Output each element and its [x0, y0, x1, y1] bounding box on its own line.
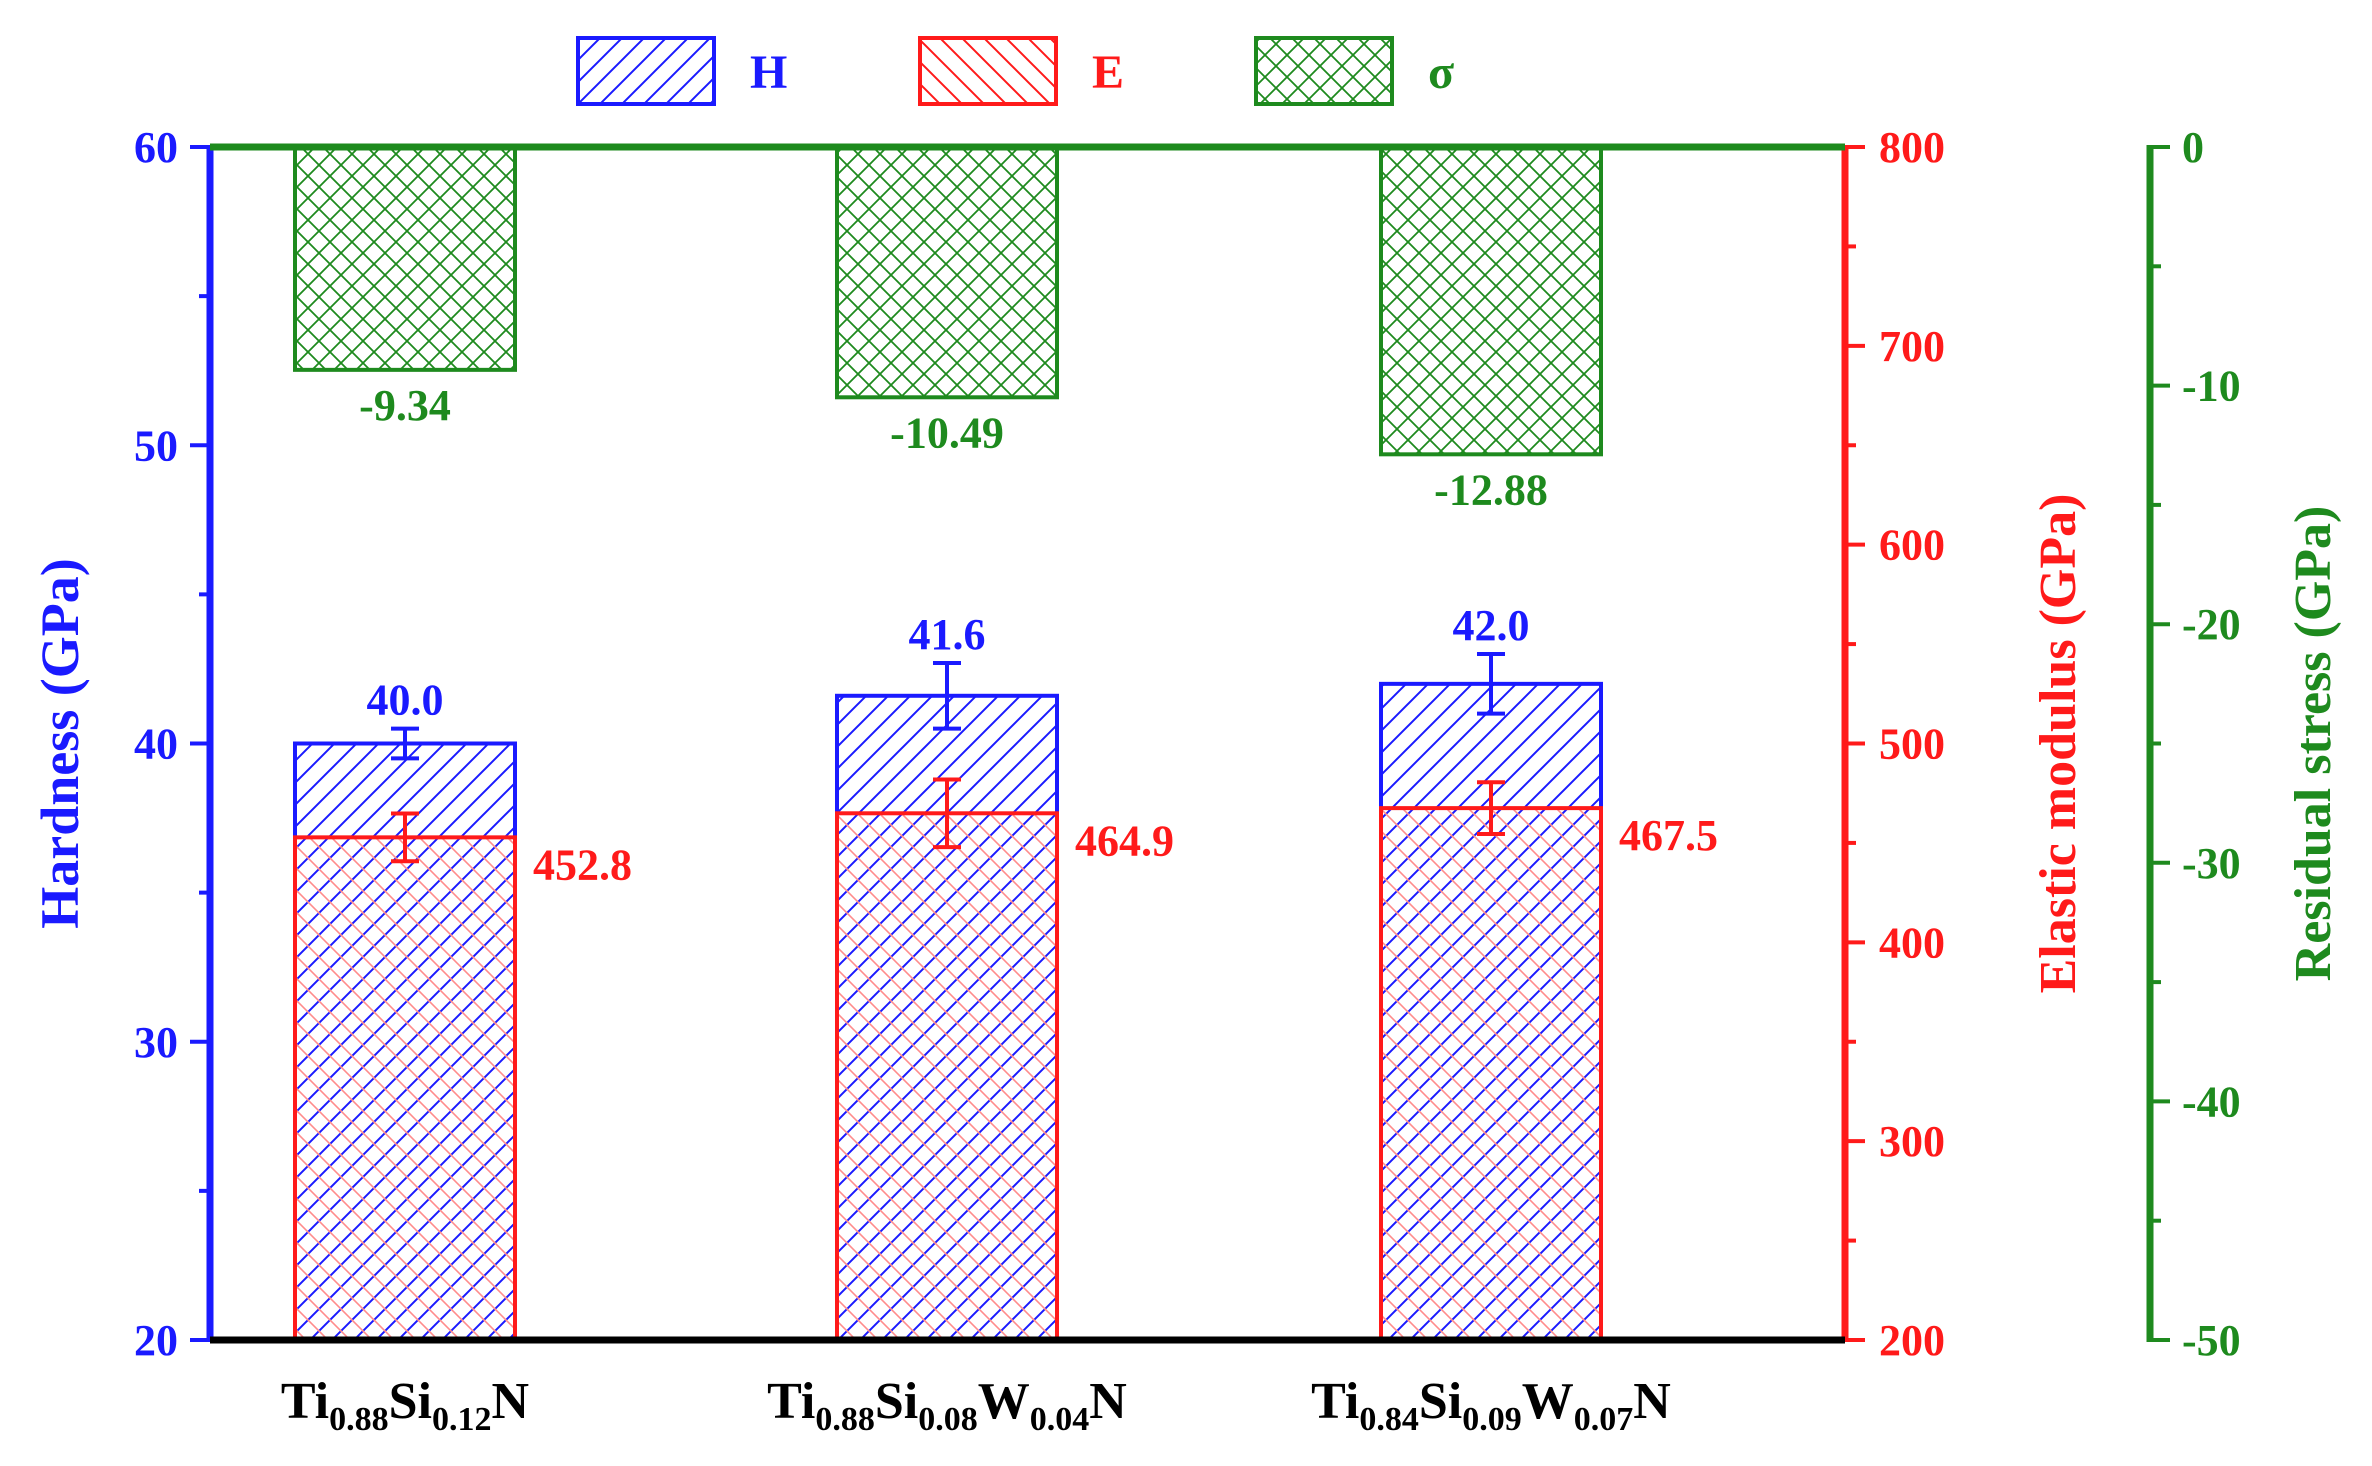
elastic-tick-label: 500 — [1879, 720, 1945, 769]
category-label-element: Si — [875, 1373, 918, 1430]
hardness-tick-label: 40 — [134, 720, 178, 769]
category-label-element: W — [1522, 1373, 1574, 1430]
elastic-tick-label: 700 — [1879, 322, 1945, 371]
legend-e-label: E — [1092, 46, 1124, 99]
legend-sigma-label: σ — [1428, 46, 1454, 99]
elastic-data-label: 464.9 — [1075, 816, 1174, 865]
hardness-data-label: 42.0 — [1453, 601, 1530, 650]
category-label: Ti0.88Si0.12N — [281, 1373, 529, 1438]
elastic-bar — [293, 835, 517, 1342]
stress-bar — [835, 145, 1059, 400]
legend-h-swatch — [576, 36, 716, 106]
category-label: Ti0.88Si0.08W0.04N — [767, 1373, 1127, 1438]
category-label-subscript: 0.12 — [432, 1401, 492, 1438]
stress-axis-title: Residual stress (GPa) — [2285, 506, 2342, 982]
legend-sigma-swatch — [1254, 36, 1394, 106]
category-label: Ti0.84Si0.09W0.07N — [1311, 1373, 1671, 1438]
category-label-element: Si — [1419, 1373, 1462, 1430]
hardness-tick-label: 50 — [134, 421, 178, 470]
elastic-tick-label: 200 — [1879, 1316, 1945, 1365]
category-label-subscript: 0.08 — [918, 1401, 978, 1438]
elastic-tick-label: 300 — [1879, 1117, 1945, 1166]
category-label-subscript: 0.88 — [815, 1401, 875, 1438]
stress-tick-label: -30 — [2182, 839, 2241, 888]
category-label-element: N — [1089, 1373, 1127, 1430]
category-label-element: Ti — [281, 1373, 329, 1430]
stress-tick-label: -40 — [2182, 1077, 2241, 1126]
category-label-subscript: 0.04 — [1030, 1401, 1090, 1438]
stress-tick-label: -20 — [2182, 600, 2241, 649]
elastic-axis-title: Elastic modulus (GPa) — [2030, 494, 2087, 994]
stress-data-label: -10.49 — [890, 408, 1004, 457]
category-label-subscript: 0.84 — [1359, 1401, 1419, 1438]
hardness-tick-label: 20 — [134, 1316, 178, 1365]
elastic-bar — [1379, 806, 1603, 1342]
elastic-data-label: 467.5 — [1619, 811, 1718, 860]
category-label-element: N — [492, 1373, 530, 1430]
stress-data-label: -9.34 — [359, 381, 451, 430]
hardness-data-label: 40.0 — [367, 676, 444, 725]
elastic-tick-label: 400 — [1879, 918, 1945, 967]
category-label-element: Ti — [767, 1373, 815, 1430]
elastic-data-label: 452.8 — [533, 840, 632, 889]
category-label-element: Si — [389, 1373, 432, 1430]
legend-e-swatch — [918, 36, 1058, 106]
stress-tick-label: 0 — [2182, 123, 2204, 172]
elastic-tick-label: 600 — [1879, 521, 1945, 570]
category-label-element: Ti — [1311, 1373, 1359, 1430]
elastic-tick-label: 800 — [1879, 123, 1945, 172]
hardness-tick-label: 60 — [134, 123, 178, 172]
elastic-bar — [835, 811, 1059, 1342]
hardness-axis-title: Hardness (GPa) — [30, 558, 90, 929]
category-label-element: N — [1633, 1373, 1671, 1430]
hardness-tick-label: 30 — [134, 1018, 178, 1067]
stress-data-label: -12.88 — [1434, 465, 1548, 514]
category-label-element: W — [978, 1373, 1030, 1430]
category-label-subscript: 0.07 — [1574, 1401, 1634, 1438]
category-label-subscript: 0.09 — [1462, 1401, 1522, 1438]
stress-bar — [1379, 145, 1603, 457]
stress-bar — [293, 145, 517, 372]
hardness-data-label: 41.6 — [909, 610, 986, 659]
legend-h-label: H — [750, 46, 787, 99]
category-label-subscript: 0.88 — [329, 1401, 389, 1438]
stress-tick-label: -50 — [2182, 1316, 2241, 1365]
stress-tick-label: -10 — [2182, 362, 2241, 411]
